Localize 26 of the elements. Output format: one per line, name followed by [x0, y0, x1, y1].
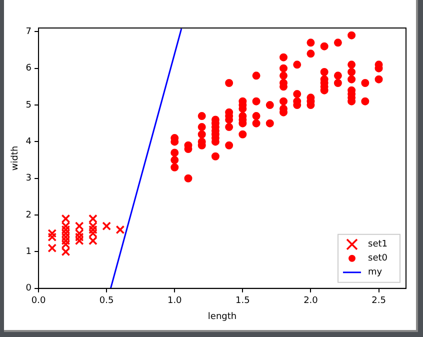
point: [48, 244, 57, 252]
y-tick-label: 5: [26, 100, 32, 110]
y-tick-label: 2: [26, 210, 32, 220]
legend-label: set0: [368, 254, 388, 264]
point: [102, 222, 112, 230]
x-tick-label: 2.0: [304, 296, 318, 306]
point: [88, 225, 98, 234]
legend-label: set1: [368, 240, 388, 250]
point: [116, 225, 125, 234]
y-tick-label: 0: [26, 284, 32, 294]
x-tick-label: 2.5: [372, 296, 386, 306]
x-tick-label: 0.5: [99, 296, 114, 306]
x-axis-title: length: [208, 312, 237, 322]
point: [48, 232, 57, 242]
x-tick-label: 1.5: [236, 296, 250, 306]
y-axis-title: width: [10, 146, 21, 171]
x-tick-label: 0.0: [31, 296, 46, 306]
y-tick-label: 1: [26, 247, 32, 258]
y-tick-label: 4: [26, 137, 32, 148]
y-tick-label: 3: [26, 174, 32, 184]
y-tick-label: 7: [26, 27, 32, 38]
point: [74, 232, 84, 242]
legend-label: my: [368, 268, 383, 278]
y-tick-label: 6: [26, 64, 32, 74]
x-tick-label: 1.0: [167, 296, 182, 306]
point: [48, 228, 57, 238]
